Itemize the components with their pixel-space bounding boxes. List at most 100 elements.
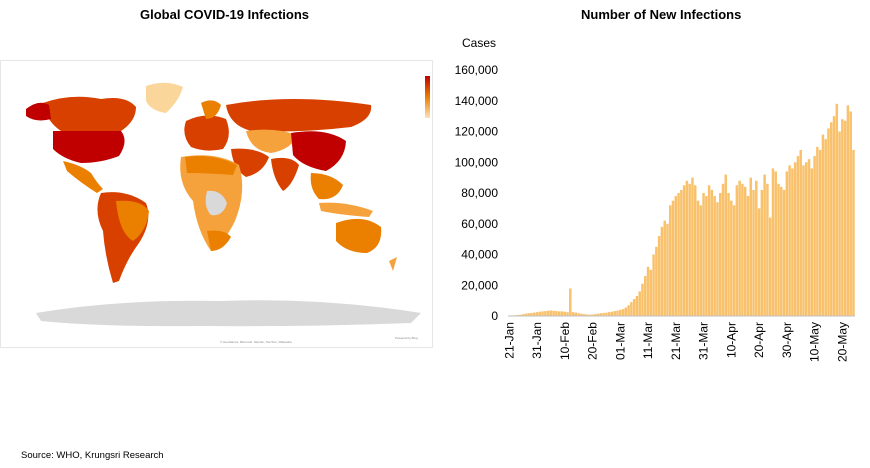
y-axis-label: Cases <box>462 36 496 50</box>
bar <box>727 193 730 316</box>
x-tick-label: 21-Jan <box>502 322 516 359</box>
bar <box>824 139 827 316</box>
bar <box>768 217 772 316</box>
bar <box>805 162 808 316</box>
bar <box>582 314 586 316</box>
y-tick-label: 40,000 <box>461 248 498 262</box>
central-asia-region <box>246 129 296 153</box>
y-tick-label: 60,000 <box>461 217 498 231</box>
bar <box>838 131 841 316</box>
bar <box>718 193 722 316</box>
bar <box>766 183 769 316</box>
scandinavia-region <box>201 100 221 119</box>
y-axis-ticks: 0 20,000 40,000 60,000 80,000 100,000 120,000 1… <box>455 63 499 323</box>
x-tick-label: 11-Mar <box>641 322 655 359</box>
bar <box>827 128 830 316</box>
bar <box>741 183 744 316</box>
bar <box>616 310 619 316</box>
canada-region <box>43 96 136 131</box>
bar <box>738 180 741 316</box>
bar <box>605 312 608 316</box>
x-tick-label: 10-May <box>808 322 822 362</box>
bar <box>702 193 705 316</box>
bar <box>521 314 525 316</box>
bar <box>594 314 597 316</box>
bar <box>613 311 616 316</box>
x-axis-ticks: 21-Jan 31-Jan 10-Feb 20-Feb 01-Mar 11-Mar 21-M… <box>502 322 865 362</box>
bar <box>782 189 786 316</box>
bar <box>599 313 603 316</box>
bar <box>755 180 758 316</box>
bar <box>691 177 694 317</box>
bar <box>649 269 653 317</box>
bar <box>524 313 528 316</box>
alaska-region <box>26 102 51 121</box>
bar <box>549 310 553 316</box>
bar <box>688 183 691 316</box>
x-tick-label: 30-May <box>863 322 865 362</box>
bar <box>835 103 839 316</box>
bar <box>796 156 800 316</box>
bar <box>660 226 664 316</box>
bar <box>732 205 736 316</box>
bar <box>832 116 836 317</box>
new-infections-chart: Cases 0 20,000 40,000 60,000 80,000 100,000 12… <box>455 36 865 362</box>
bar <box>530 312 533 316</box>
bar <box>666 223 669 316</box>
bar <box>627 305 630 316</box>
x-tick-label: 21-Mar <box>669 322 683 360</box>
bar <box>619 309 622 316</box>
russia-region <box>226 99 372 132</box>
bar <box>816 146 819 317</box>
bar <box>763 174 766 316</box>
bar <box>610 311 614 316</box>
y-tick-label: 100,000 <box>455 155 499 169</box>
bar <box>685 180 689 316</box>
bar <box>802 165 805 316</box>
usa-region <box>53 131 125 163</box>
bar <box>813 156 816 316</box>
bar <box>544 311 547 316</box>
map-legend-gradient <box>425 76 430 118</box>
bar <box>607 312 611 316</box>
x-tick-label: 10-Feb <box>558 322 572 360</box>
bar <box>830 122 833 316</box>
map-credit: © GeoNames, Microsoft, Navinfo, TomTom, … <box>220 340 292 344</box>
x-tick-label: 30-Apr <box>780 322 794 358</box>
bar <box>721 183 725 316</box>
bar <box>602 312 605 316</box>
bar <box>849 111 852 316</box>
bar <box>546 310 550 316</box>
bar <box>677 193 680 316</box>
y-tick-label: 20,000 <box>461 278 498 292</box>
bar <box>555 311 558 316</box>
bar <box>655 246 658 316</box>
y-tick-label: 0 <box>491 309 498 323</box>
bar <box>638 291 641 316</box>
bar <box>535 312 539 316</box>
x-tick-label: 20-Apr <box>752 322 766 358</box>
bar <box>707 185 711 316</box>
bar <box>596 313 600 316</box>
bar <box>757 208 761 317</box>
bar <box>652 254 655 316</box>
bar <box>635 296 639 316</box>
bar <box>632 299 636 316</box>
bar <box>743 186 747 316</box>
bar <box>774 171 777 316</box>
bar <box>680 189 683 316</box>
bar <box>746 196 750 316</box>
x-tick-label: 10-Apr <box>724 322 738 358</box>
x-tick-label: 01-Mar <box>613 322 627 360</box>
bar <box>588 314 591 316</box>
bar <box>630 302 633 316</box>
mexico-region <box>63 161 103 193</box>
bar <box>644 276 647 316</box>
chart-title: Number of New Infections <box>581 7 742 22</box>
bar <box>657 236 661 316</box>
bar <box>574 312 578 316</box>
bar <box>705 196 708 316</box>
antarctica-region <box>36 300 421 327</box>
bar <box>735 185 739 316</box>
bar <box>580 313 583 316</box>
